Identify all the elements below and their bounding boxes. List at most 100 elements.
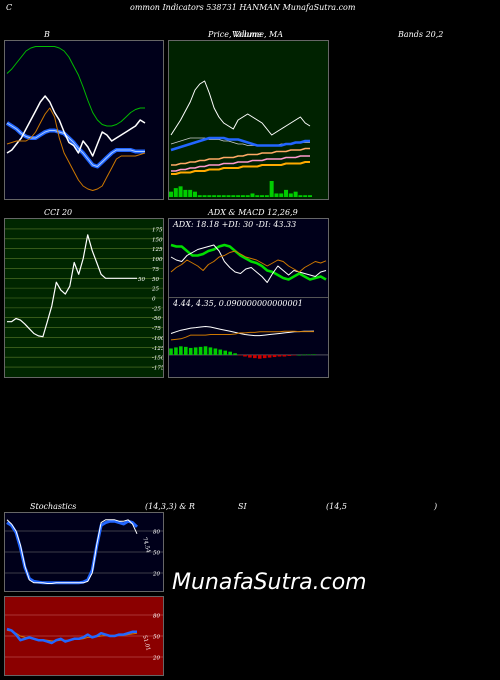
- cci-tick-label: 175: [152, 227, 163, 233]
- volume-bar: [231, 195, 236, 197]
- macd-line: [170, 326, 315, 337]
- cci-tick-label: -50: [152, 316, 161, 322]
- volume-bar: [303, 195, 308, 197]
- adx-macd-divider: [169, 297, 328, 298]
- cci-tick-label: 25: [151, 287, 159, 293]
- price-ma-title: Price, Volume, MA: [208, 30, 284, 39]
- cci-chart: 175 150 125 100 75 50 25 0 -25 -50 -75 -100 -125 -150…: [5, 227, 163, 372]
- stoch-panel: 80 50 20 74.54: [4, 512, 164, 592]
- macd-histogram-bar: [257, 354, 262, 359]
- volume-bar: [260, 195, 265, 197]
- macd-histogram-bar: [223, 350, 228, 355]
- macd-overlay-text: 4.44, 4.35, 0.090000000000001: [173, 299, 303, 308]
- adx-line: [170, 243, 327, 281]
- macd-histogram-bar: [262, 354, 267, 359]
- cci-title: CCI 20: [44, 208, 73, 217]
- header-c-label: C: [6, 3, 13, 12]
- rsi-close-paren: ): [434, 502, 438, 511]
- macd-histogram-bar: [174, 347, 178, 355]
- macd-histogram-bar: [292, 354, 297, 356]
- cci-panel: 175 150 125 100 75 50 25 0 -25 -50 -75 -100 -125 -150…: [4, 218, 164, 378]
- boll-price-line: [6, 95, 146, 157]
- header-title: ommon Indicators 538731 HANMAN MunafaSut…: [130, 3, 356, 12]
- bollinger-title: B: [44, 30, 50, 39]
- macd-histogram-bar: [267, 354, 272, 358]
- volume-bar: [169, 191, 173, 197]
- stoch-k-line: [6, 519, 138, 584]
- volume-bar: [288, 193, 293, 197]
- cci-tick-label: 0: [152, 297, 156, 303]
- rsi-panel: 80 50 20 51.01: [4, 596, 164, 676]
- volume-bar: [274, 193, 279, 197]
- stoch-tick-label: 80: [153, 530, 160, 536]
- volume-bar: [308, 195, 312, 197]
- macd-histogram-bar: [272, 354, 277, 358]
- cci-tick-label: 50: [152, 277, 159, 283]
- plus-di-line: [170, 244, 327, 283]
- volume-bar: [293, 191, 298, 197]
- volume-bar: [245, 195, 250, 197]
- volume-bar: [264, 195, 269, 197]
- macd-histogram-bar: [277, 354, 282, 357]
- volume-bar: [255, 195, 260, 197]
- price-ma-line: [170, 136, 310, 152]
- macd-histogram-bar: [297, 354, 302, 356]
- macd-histogram-bar: [218, 349, 223, 355]
- price-ma-panel: [168, 40, 329, 200]
- macd-histogram-bar: [238, 354, 242, 356]
- price-ma-line: [170, 80, 311, 136]
- cci-tick-label: 150: [152, 237, 163, 243]
- adx-title: ADX & MACD 12,26,9: [208, 208, 298, 217]
- cci-last-value-label: 50: [138, 277, 145, 283]
- adx-macd-panel: ADX: 18.18 +DI: 30 -DI: 43.33 4.44, 4.35…: [168, 218, 329, 378]
- rsi-line: [6, 627, 137, 645]
- watermark: MunafaSutra.com: [172, 570, 367, 595]
- boll-lower-band: [6, 107, 146, 191]
- price-ma-line: [171, 155, 310, 172]
- stoch-title: Stochastics: [30, 502, 77, 511]
- macd-histogram-bar: [282, 354, 287, 357]
- macd-histogram-bar: [203, 346, 208, 355]
- volume-bar: [178, 186, 183, 197]
- rsi-value-label: 51.01: [141, 635, 151, 652]
- macd-histogram-bar: [198, 346, 203, 355]
- macd-histogram-bar: [287, 354, 292, 356]
- volume-bar: [298, 195, 303, 197]
- price-ma-volume-overlay: Volume: [232, 30, 262, 39]
- bands-label: Bands 20,2: [398, 30, 444, 39]
- volume-bar: [216, 195, 221, 197]
- stoch-tick-label: 50: [153, 551, 160, 557]
- adx-chart: [170, 243, 327, 283]
- macd-histogram-bar: [208, 347, 213, 355]
- cci-tick-label: -100: [152, 336, 163, 342]
- price-ma-line: [171, 161, 310, 175]
- volume-bar: [236, 195, 241, 197]
- volume-bar: [226, 195, 231, 197]
- volume-bar: [183, 189, 188, 197]
- macd-histogram-bar: [213, 348, 218, 355]
- macd-signal-line: [170, 330, 314, 341]
- rsi-title: SI: [238, 502, 247, 511]
- cci-tick-label: 75: [152, 267, 159, 273]
- bollinger-panel: [4, 40, 164, 200]
- volume-bar: [250, 193, 255, 197]
- macd-histogram-bar: [243, 354, 247, 357]
- volume-bar: [279, 193, 284, 197]
- stoch-value-label: 74.54: [141, 537, 151, 554]
- macd-histogram-bar: [179, 346, 183, 355]
- volume-bar: [192, 191, 197, 197]
- cci-tick-label: 125: [152, 247, 163, 253]
- minus-di-line: [170, 250, 327, 273]
- cci-tick-label: -150: [152, 356, 163, 362]
- cci-tick-label: -125: [152, 346, 163, 352]
- volume-bar: [202, 195, 207, 197]
- volume-bar: [269, 181, 274, 197]
- macd-histogram-bar: [188, 347, 193, 355]
- macd-chart: [169, 326, 328, 359]
- price-ma-chart: [169, 80, 312, 197]
- adx-overlay-text: ADX: 18.18 +DI: 30 -DI: 43.33: [173, 220, 297, 229]
- boll-middle-band-core: [6, 122, 145, 167]
- stoch-params: (14,3,3) & R: [145, 502, 195, 511]
- stoch-tick-label: 20: [152, 572, 160, 578]
